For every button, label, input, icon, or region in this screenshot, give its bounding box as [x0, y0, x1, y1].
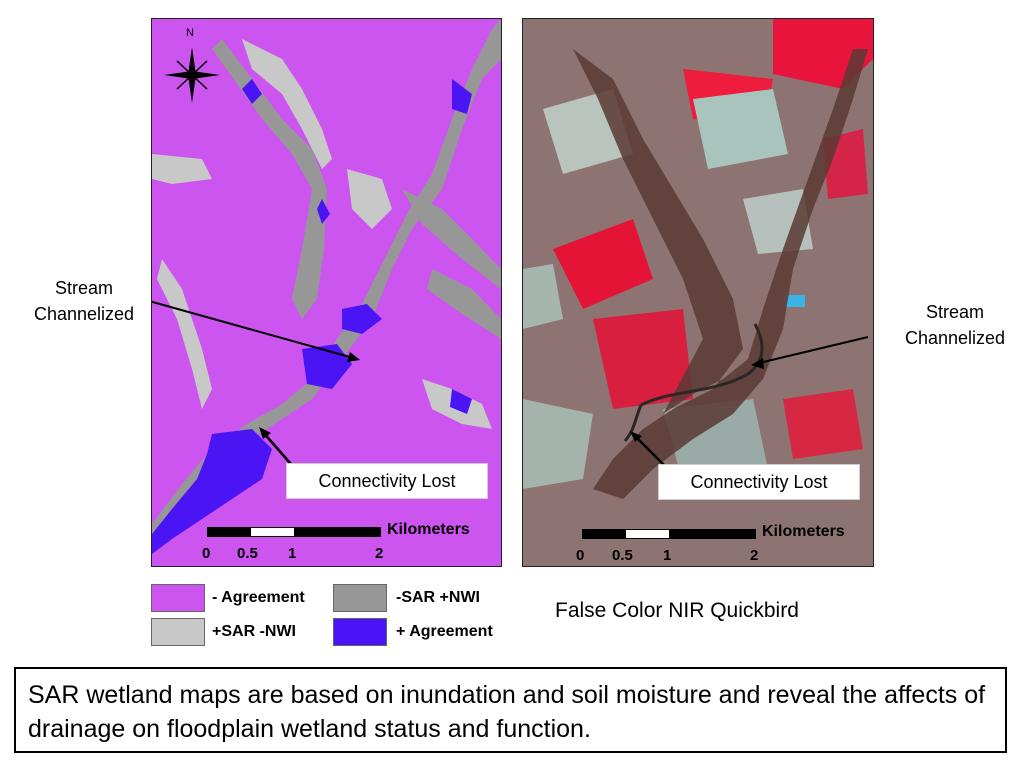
connectivity-lost-label-right: Connectivity Lost	[658, 464, 860, 500]
legend-swatch-sar-pos-nwi-neg	[151, 618, 205, 646]
north-label: N	[186, 27, 194, 39]
scale-tick-right-2: 1	[663, 547, 672, 564]
stream-channelized-label-right: Stream Channelized	[904, 302, 1006, 348]
scale-unit-right: Kilometers	[762, 523, 845, 540]
scale-tick-right-1: 0.5	[612, 547, 633, 564]
scale-tick-right-0: 0	[576, 547, 585, 564]
legend-swatch-neg-agreement	[151, 584, 205, 612]
stream-channelized-label-left: Stream Channelized	[33, 278, 135, 324]
scale-bar-left	[207, 527, 381, 537]
sar-wetland-map: N	[151, 18, 502, 567]
north-arrow-icon	[164, 47, 220, 103]
scale-tick-left-3: 2	[375, 545, 384, 562]
scale-tick-left-0: 0	[202, 545, 211, 562]
scale-tick-right-3: 2	[750, 547, 759, 564]
scale-unit-left: Kilometers	[387, 521, 470, 538]
legend-swatch-pos-agreement	[333, 618, 387, 646]
legend-swatch-sar-neg-nwi-pos	[333, 584, 387, 612]
scale-bar-right	[582, 529, 756, 539]
legend-label-sar-neg-nwi-pos: -SAR +NWI	[396, 589, 480, 606]
legend-label-neg-agreement: - Agreement	[212, 589, 305, 606]
scale-tick-left-2: 1	[288, 545, 297, 562]
legend-label-sar-pos-nwi-neg: +SAR -NWI	[212, 623, 296, 640]
caption-box: SAR wetland maps are based on inundation…	[14, 667, 1007, 753]
scale-tick-left-1: 0.5	[237, 545, 258, 562]
sar-wetland-map-graphic	[152, 19, 501, 554]
legend-label-pos-agreement: + Agreement	[396, 623, 493, 640]
connectivity-lost-label-left: Connectivity Lost	[286, 463, 488, 499]
nir-image-title: False Color NIR Quickbird	[555, 599, 799, 622]
